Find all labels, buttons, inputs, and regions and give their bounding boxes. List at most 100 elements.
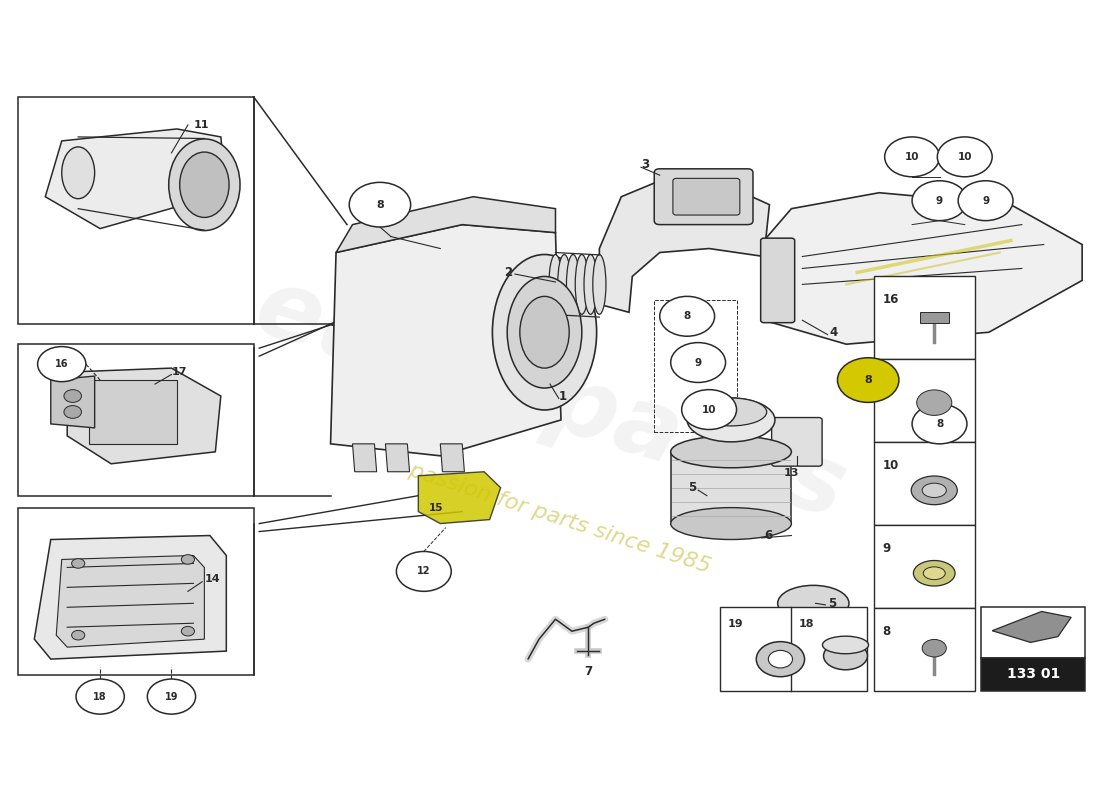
Ellipse shape (695, 398, 767, 426)
Circle shape (182, 554, 195, 564)
Circle shape (182, 626, 195, 636)
Text: 18: 18 (94, 691, 107, 702)
Polygon shape (51, 376, 95, 428)
Text: 8: 8 (376, 200, 384, 210)
Circle shape (72, 558, 85, 568)
Bar (18, 344, 254, 496)
Text: 10: 10 (905, 152, 920, 162)
Text: 8: 8 (865, 375, 872, 385)
FancyBboxPatch shape (771, 418, 822, 466)
Text: 15: 15 (429, 502, 443, 513)
Text: 19: 19 (165, 691, 178, 702)
Ellipse shape (778, 586, 849, 622)
Text: 8: 8 (882, 625, 891, 638)
Bar (873, 525, 975, 608)
Circle shape (837, 358, 899, 402)
Text: 4: 4 (829, 326, 838, 338)
Circle shape (757, 642, 804, 677)
Text: 10: 10 (702, 405, 716, 414)
Text: 10: 10 (957, 152, 972, 162)
Circle shape (349, 182, 410, 227)
Ellipse shape (824, 642, 868, 670)
Bar (981, 607, 1086, 658)
Text: 9: 9 (936, 196, 943, 206)
FancyBboxPatch shape (654, 169, 754, 225)
Ellipse shape (493, 254, 596, 410)
Text: 16: 16 (882, 293, 899, 306)
FancyBboxPatch shape (673, 178, 740, 215)
Polygon shape (352, 444, 376, 472)
Text: 12: 12 (882, 376, 899, 389)
Polygon shape (336, 197, 556, 253)
FancyBboxPatch shape (761, 238, 794, 322)
Ellipse shape (179, 152, 229, 218)
Ellipse shape (593, 254, 606, 314)
Bar (18, 508, 254, 675)
Circle shape (72, 630, 85, 640)
Ellipse shape (913, 561, 955, 586)
Bar (654, 300, 737, 432)
Ellipse shape (575, 254, 589, 314)
Text: 18: 18 (799, 619, 814, 629)
Text: 5: 5 (688, 481, 696, 494)
Ellipse shape (566, 254, 580, 314)
Circle shape (64, 390, 81, 402)
Text: 12: 12 (417, 566, 430, 577)
Ellipse shape (922, 483, 946, 498)
Bar (873, 442, 975, 525)
Polygon shape (56, 555, 205, 647)
Circle shape (916, 390, 952, 415)
Ellipse shape (688, 398, 774, 442)
Circle shape (671, 342, 726, 382)
Text: 5: 5 (827, 597, 836, 610)
Circle shape (660, 296, 715, 336)
Circle shape (884, 137, 939, 177)
Text: eurospares: eurospares (243, 261, 857, 539)
Text: 7: 7 (584, 665, 593, 678)
Ellipse shape (558, 254, 571, 314)
Text: 1: 1 (559, 390, 566, 402)
Ellipse shape (923, 567, 945, 580)
Ellipse shape (520, 296, 569, 368)
Circle shape (64, 406, 81, 418)
Circle shape (147, 679, 196, 714)
Polygon shape (45, 129, 227, 229)
Polygon shape (331, 225, 561, 456)
Polygon shape (385, 444, 409, 472)
Ellipse shape (823, 636, 869, 654)
Text: 9: 9 (982, 196, 989, 206)
Ellipse shape (549, 254, 562, 314)
Bar (981, 658, 1086, 691)
Text: 13: 13 (783, 468, 799, 478)
Text: 9: 9 (694, 358, 702, 367)
Ellipse shape (584, 254, 597, 314)
Polygon shape (992, 611, 1071, 642)
Text: 6: 6 (764, 529, 772, 542)
Ellipse shape (671, 508, 791, 539)
Circle shape (958, 181, 1013, 221)
Text: 19: 19 (728, 619, 744, 629)
Polygon shape (418, 472, 500, 523)
Text: 10: 10 (882, 459, 899, 472)
Text: 17: 17 (172, 367, 187, 377)
Circle shape (682, 390, 737, 430)
Polygon shape (440, 444, 464, 472)
Ellipse shape (911, 476, 957, 505)
Circle shape (396, 551, 451, 591)
Text: 9: 9 (882, 542, 891, 555)
Text: 16: 16 (55, 359, 68, 369)
Bar (873, 359, 975, 442)
Circle shape (912, 181, 967, 221)
Bar (873, 277, 975, 359)
Polygon shape (600, 181, 769, 312)
Text: 133 01: 133 01 (1006, 667, 1060, 682)
Ellipse shape (507, 277, 582, 388)
Ellipse shape (168, 139, 240, 230)
Bar (18, 97, 254, 324)
Bar (89, 380, 177, 444)
Ellipse shape (62, 147, 95, 198)
Circle shape (922, 639, 946, 657)
Text: 2: 2 (504, 266, 513, 279)
Circle shape (937, 137, 992, 177)
Ellipse shape (671, 436, 791, 468)
